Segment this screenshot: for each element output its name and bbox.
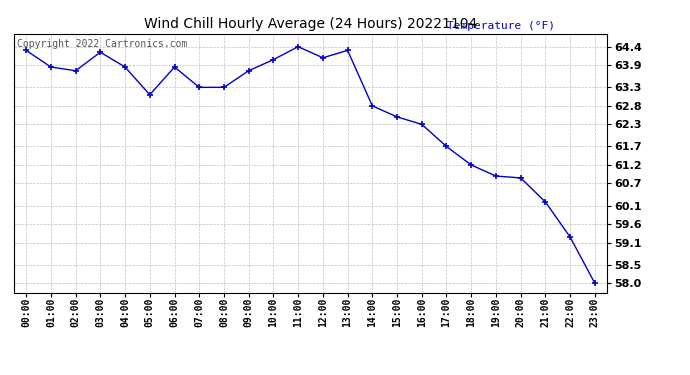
Text: Copyright 2022 Cartronics.com: Copyright 2022 Cartronics.com	[17, 39, 187, 49]
Title: Wind Chill Hourly Average (24 Hours) 20221104: Wind Chill Hourly Average (24 Hours) 202…	[144, 17, 477, 31]
Text: Temperature (°F): Temperature (°F)	[447, 21, 555, 31]
